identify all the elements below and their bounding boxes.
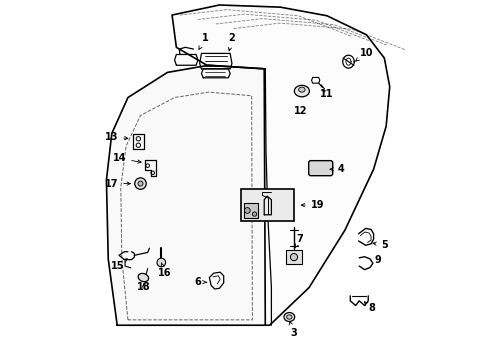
Bar: [285, 250, 301, 264]
Circle shape: [290, 253, 297, 261]
Ellipse shape: [138, 273, 148, 282]
Text: 18: 18: [136, 282, 150, 292]
Text: 14: 14: [112, 153, 141, 163]
Text: 13: 13: [104, 132, 127, 142]
Ellipse shape: [286, 315, 291, 319]
Text: 19: 19: [301, 200, 324, 210]
FancyBboxPatch shape: [308, 161, 332, 176]
Text: 16: 16: [158, 263, 171, 278]
Circle shape: [244, 208, 250, 213]
Text: 3: 3: [288, 321, 297, 338]
Circle shape: [157, 258, 165, 267]
Bar: [244, 203, 258, 218]
Ellipse shape: [298, 87, 305, 92]
Text: 11: 11: [320, 89, 333, 99]
Text: 2: 2: [228, 33, 235, 51]
Text: 6: 6: [194, 277, 206, 287]
Text: 5: 5: [372, 239, 386, 249]
Text: 10: 10: [355, 48, 372, 61]
Circle shape: [252, 212, 256, 216]
Polygon shape: [172, 5, 389, 325]
Bar: [241, 189, 293, 221]
Text: 8: 8: [364, 302, 374, 314]
Circle shape: [138, 181, 142, 186]
Text: 4: 4: [329, 164, 344, 174]
Text: 9: 9: [373, 255, 380, 265]
Polygon shape: [106, 65, 265, 325]
Text: 15: 15: [110, 259, 127, 271]
Ellipse shape: [294, 85, 309, 97]
Circle shape: [135, 178, 146, 189]
Text: 1: 1: [199, 33, 208, 49]
Text: 17: 17: [104, 179, 130, 189]
Text: 12: 12: [294, 106, 307, 116]
Ellipse shape: [284, 312, 294, 321]
Text: 7: 7: [295, 234, 303, 247]
